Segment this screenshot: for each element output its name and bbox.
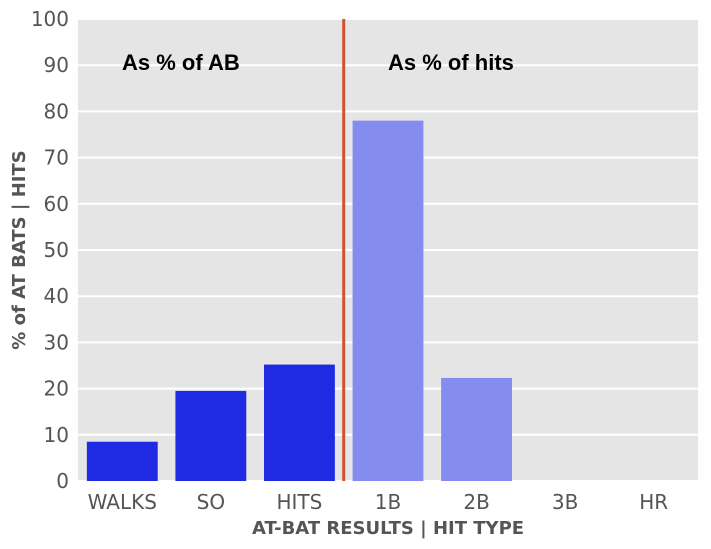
y-tick-label: 70 <box>44 146 69 170</box>
x-tick-label-hits: HITS <box>276 490 322 514</box>
y-tick-label: 10 <box>44 423 69 447</box>
bar-1b <box>352 120 424 481</box>
x-tick-label-2b: 2B <box>463 490 489 514</box>
x-axis-title: AT-BAT RESULTS | HIT TYPE <box>252 518 524 539</box>
y-tick-label: 90 <box>44 53 69 77</box>
x-tick-label-so: SO <box>197 490 225 514</box>
bars <box>86 120 512 481</box>
bar-so <box>175 390 247 481</box>
y-tick-label: 100 <box>31 7 69 31</box>
y-tick-label: 40 <box>44 284 69 308</box>
x-tick-label-1b: 1B <box>375 490 401 514</box>
y-tick-label: 20 <box>44 377 69 401</box>
y-tick-label: 30 <box>44 330 69 354</box>
bar-2b <box>441 377 512 481</box>
x-tick-label-3b: 3B <box>552 490 578 514</box>
annotation-at-bats: As % of AB <box>122 50 240 75</box>
y-axis-title: % of AT BATS | HITS <box>9 150 30 349</box>
y-tick-label: 80 <box>44 99 69 123</box>
y-axis-ticks: 0 10 20 30 40 50 60 70 80 90 100 <box>31 7 69 493</box>
x-axis-ticks: WALKS SO HITS 1B 2B 3B HR <box>88 490 669 514</box>
y-tick-label: 50 <box>44 238 69 262</box>
y-tick-label: 60 <box>44 192 69 216</box>
bar-hits <box>264 364 335 481</box>
y-tick-label: 0 <box>56 469 69 493</box>
x-tick-label-walks: WALKS <box>88 490 157 514</box>
x-tick-label-hr: HR <box>639 490 668 514</box>
annotation-hits: As % of hits <box>388 50 514 75</box>
bar-walks <box>86 441 158 481</box>
